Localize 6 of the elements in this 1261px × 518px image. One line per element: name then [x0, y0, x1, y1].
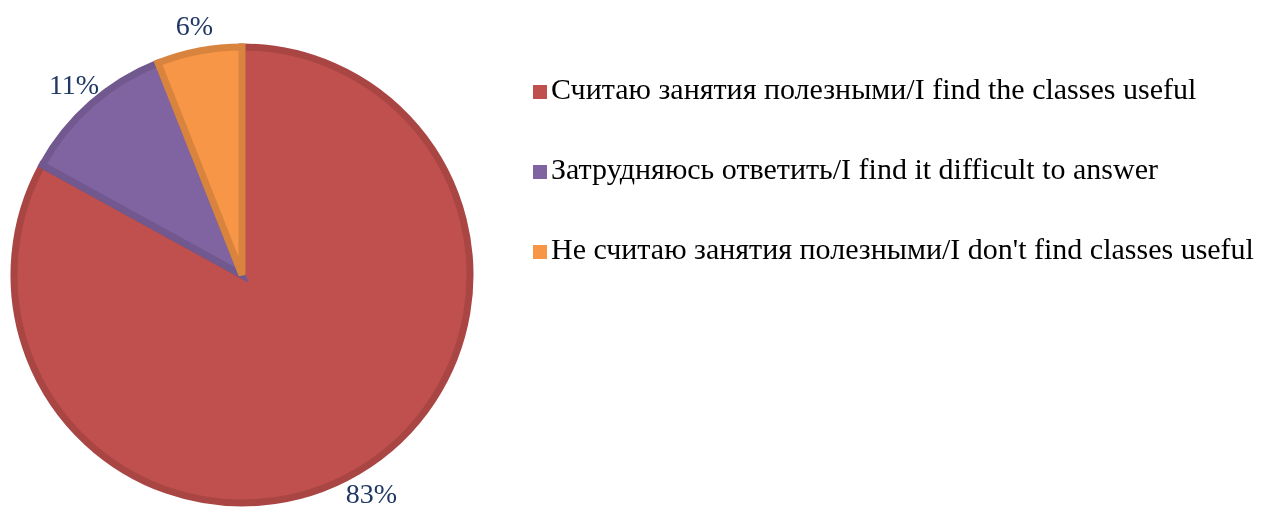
data-label: 11% [48, 68, 100, 100]
legend-label: Не считаю занятия полезными/I don't find classes useful [551, 232, 1254, 265]
legend-label: Считаю занятия полезными/I find the classes useful [551, 72, 1197, 105]
data-label: 6% [175, 10, 214, 41]
legend-label: Затрудняюсь ответить/I find it difficult to answer [551, 152, 1158, 185]
data-label: 83% [345, 478, 397, 510]
